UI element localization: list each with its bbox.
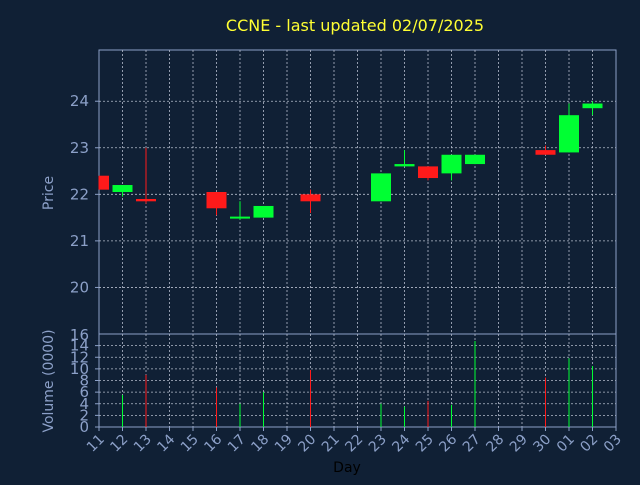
volume-axis-label: Volume (0000) [41,329,57,432]
candle-body [230,216,250,219]
x-tick-label: 23 [366,432,390,456]
x-tick-label: 25 [413,432,437,456]
x-tick-label: 28 [483,432,507,456]
price-tick-label: 22 [70,185,89,203]
x-tick-label: 02 [577,432,601,456]
price-tick-label: 20 [70,278,89,296]
volume-tick-label: 16 [70,326,89,344]
x-tick-label: 03 [601,432,625,456]
x-tick-label: 29 [507,432,531,456]
candle-body [465,154,485,165]
candle-body [418,166,438,179]
volume-tick-label: 6 [79,383,89,401]
candle-body [559,115,579,153]
volume-tick-label: 0 [79,418,89,436]
price-axis-label: Price [41,176,57,210]
x-tick-label: 01 [554,432,578,456]
volume-tick-label: 8 [79,372,89,390]
price-tick-label: 21 [70,232,89,250]
candle-body [99,175,109,190]
price-tick-label: 24 [70,92,89,110]
volume-tick-label: 14 [70,337,89,355]
x-tick-label: 24 [389,431,413,455]
x-tick-label: 15 [178,432,202,456]
volume-tick-label: 12 [70,348,89,366]
x-tick-label: 20 [295,432,319,456]
candle-body [253,205,274,218]
x-tick-label: 27 [460,432,484,456]
x-tick-label: 22 [342,432,366,456]
x-tick-label: 26 [436,431,460,455]
x-tick-label: 12 [107,432,131,456]
candle-body [394,164,415,167]
x-tick-label: 19 [272,432,296,456]
candle-body [206,192,227,209]
volume-tick-label: 2 [79,406,89,424]
candle-body [535,150,556,155]
x-tick-label: 13 [131,432,155,456]
volume-tick-label: 4 [79,395,89,413]
x-tick-label: 17 [225,432,249,456]
candle-body [441,154,462,174]
chart-title: CCNE - last updated 02/07/2025 [226,16,484,35]
x-axis: 11 12 13 14 15 16 17 18 19 20 21 22 23 24 25 26 27 28 29 30… [84,427,625,455]
x-tick-label: 30 [530,432,554,456]
price-panel: 20 21 22 23 24 [70,49,617,335]
x-tick-label: 14 [154,431,178,455]
x-tick-label: 18 [248,432,272,456]
x-tick-label: 16 [201,431,225,455]
x-axis-label: Day [333,460,361,476]
x-tick-label: 21 [319,432,343,456]
candle-body [300,194,321,202]
candle-body [136,198,156,202]
candle-body [371,173,391,202]
price-tick-label: 23 [70,139,89,157]
volume-tick-label: 10 [70,360,89,378]
candle-body [582,103,603,109]
candle-body [112,185,133,192]
